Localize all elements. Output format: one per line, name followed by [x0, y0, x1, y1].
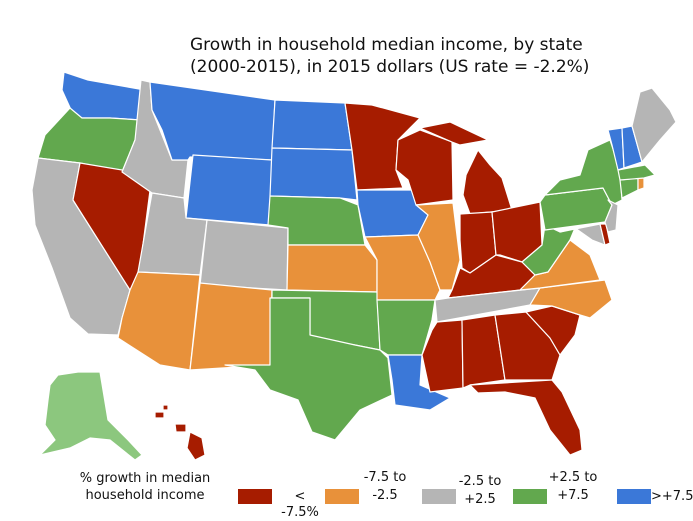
state-mi-upper [419, 121, 489, 146]
state-sd [269, 147, 358, 201]
state-az [117, 271, 201, 371]
state-hi-maui [174, 423, 187, 433]
legend-label-gt-plus-7-5: >+7.5 [651, 489, 693, 504]
state-tx [224, 297, 393, 441]
legend-swatch-minus-2-5-to-plus-2-5 [422, 489, 456, 504]
legend-label-minus-2-5-bottom: +2.5 [464, 492, 496, 507]
us-choropleth-map [31, 71, 677, 461]
state-al [461, 314, 506, 389]
legend-title: % growth in median household income [70, 470, 220, 504]
state-il [415, 202, 461, 291]
state-ak [39, 371, 143, 461]
state-nd [271, 99, 353, 151]
state-ct [619, 177, 639, 199]
state-me [631, 87, 677, 163]
legend-swatch-minus-7-5-to-minus-2-5 [325, 489, 359, 504]
state-wy [185, 154, 273, 226]
legend-swatch-gt-plus-7-5 [617, 489, 651, 504]
title-line-2: (2000-2015), in 2015 dollars (US rate = … [190, 57, 590, 77]
title-line-1: Growth in household median income, by st… [190, 35, 583, 55]
state-mt [149, 81, 276, 161]
state-nm [189, 282, 273, 371]
state-co [199, 219, 289, 291]
state-fl [469, 379, 583, 456]
state-mi [462, 149, 513, 215]
state-hi-kauai [162, 404, 169, 411]
state-ma [617, 164, 656, 181]
state-wi [395, 129, 454, 206]
legend-title-line-1: % growth in median [79, 471, 211, 486]
legend-swatch-lt-minus-7-5 [238, 489, 272, 504]
state-md [559, 223, 606, 246]
state-ri [637, 177, 645, 191]
state-vt [607, 127, 625, 171]
state-hi [186, 431, 206, 461]
state-de [599, 223, 611, 246]
legend-label-plus-2-5-top: +2.5 to [548, 470, 598, 485]
legend-label-lt-minus-7-5: < -7.5% [281, 489, 319, 520]
state-hi-oahu [154, 411, 165, 419]
state-la [387, 354, 451, 411]
legend-title-line-2: household income [85, 488, 205, 503]
legend-label-plus-2-5-bottom: +7.5 [557, 488, 589, 503]
legend-label-minus-7-5-bottom: -2.5 [372, 488, 398, 503]
state-ks [286, 244, 378, 293]
state-nj [604, 199, 619, 233]
legend-label-minus-2-5-top: -2.5 to [458, 474, 502, 489]
map-title: Growth in household median income, by st… [190, 34, 690, 78]
legend-label-minus-7-5-top: -7.5 to [363, 470, 407, 485]
legend-swatch-plus-2-5-to-plus-7-5 [513, 489, 547, 504]
